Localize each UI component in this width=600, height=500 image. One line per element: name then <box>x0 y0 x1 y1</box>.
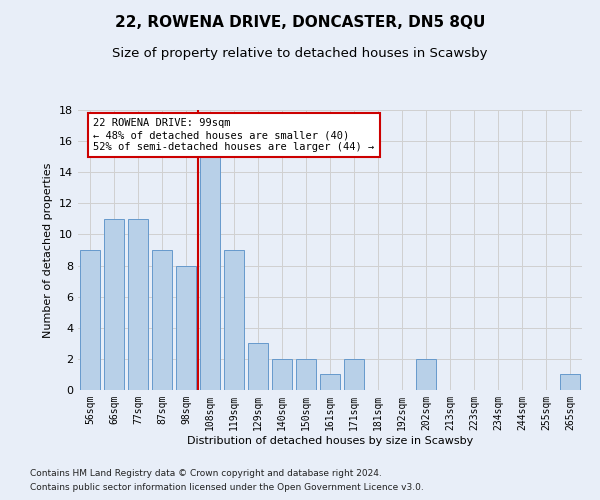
Bar <box>560 374 580 390</box>
Bar <box>104 219 124 390</box>
Bar <box>296 359 316 390</box>
Bar <box>416 359 436 390</box>
Text: Size of property relative to detached houses in Scawsby: Size of property relative to detached ho… <box>112 48 488 60</box>
Bar <box>320 374 340 390</box>
Bar <box>200 156 220 390</box>
Bar <box>80 250 100 390</box>
Bar <box>272 359 292 390</box>
X-axis label: Distribution of detached houses by size in Scawsby: Distribution of detached houses by size … <box>187 436 473 446</box>
Text: Contains public sector information licensed under the Open Government Licence v3: Contains public sector information licen… <box>30 484 424 492</box>
Bar <box>128 219 148 390</box>
Bar <box>344 359 364 390</box>
Bar <box>176 266 196 390</box>
Bar <box>152 250 172 390</box>
Text: 22, ROWENA DRIVE, DONCASTER, DN5 8QU: 22, ROWENA DRIVE, DONCASTER, DN5 8QU <box>115 15 485 30</box>
Text: Contains HM Land Registry data © Crown copyright and database right 2024.: Contains HM Land Registry data © Crown c… <box>30 468 382 477</box>
Bar <box>224 250 244 390</box>
Text: 22 ROWENA DRIVE: 99sqm
← 48% of detached houses are smaller (40)
52% of semi-det: 22 ROWENA DRIVE: 99sqm ← 48% of detached… <box>93 118 374 152</box>
Bar <box>248 344 268 390</box>
Y-axis label: Number of detached properties: Number of detached properties <box>43 162 53 338</box>
